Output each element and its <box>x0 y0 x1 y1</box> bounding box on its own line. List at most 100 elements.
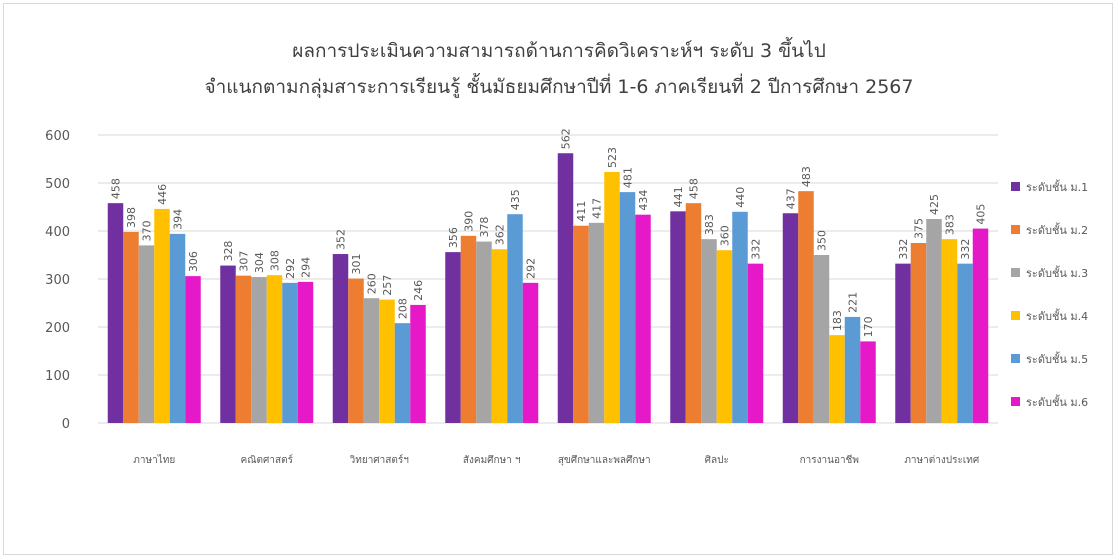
bar <box>798 191 814 423</box>
data-label: 562 <box>560 128 573 149</box>
bar <box>670 211 686 423</box>
data-label: 446 <box>156 184 169 205</box>
data-label: 356 <box>447 227 460 248</box>
legend-swatch <box>1011 354 1020 363</box>
bar <box>348 278 364 423</box>
bar <box>782 213 799 423</box>
bar <box>154 208 170 423</box>
x-tick-label: วิทยาศาสตร์ฯ <box>349 454 409 466</box>
y-tick-label: 200 <box>45 321 70 336</box>
bar <box>813 255 830 423</box>
data-label: 394 <box>172 209 185 230</box>
data-label: 383 <box>703 214 716 235</box>
data-label: 260 <box>366 273 379 294</box>
legend-swatch <box>1011 268 1020 277</box>
data-label: 437 <box>785 188 798 209</box>
bar <box>685 203 702 423</box>
bar <box>185 276 201 423</box>
chart-subtitle: จำแนกตามกลุ่มสาระการเรียนรู้ ชั้นมัธยมศึ… <box>204 76 914 98</box>
bar <box>460 235 477 423</box>
x-tick-label: ศิลปะ <box>705 455 729 466</box>
legend-swatch <box>1011 182 1020 191</box>
data-label: 425 <box>928 194 941 215</box>
legend-swatch <box>1011 397 1020 406</box>
x-tick-label: สังคมศึกษา ฯ <box>463 454 521 466</box>
data-label: 246 <box>412 280 425 301</box>
data-label: 481 <box>622 167 635 188</box>
data-label: 378 <box>478 217 491 238</box>
bar <box>910 243 927 423</box>
bar <box>379 299 395 423</box>
data-label: 434 <box>637 190 650 211</box>
bar <box>573 225 589 423</box>
bar <box>619 192 636 423</box>
data-label: 307 <box>238 251 251 272</box>
legend-label: ระดับชั้น ม.6 <box>1026 394 1088 409</box>
legend-label: ระดับชั้น ม.3 <box>1026 265 1088 280</box>
legend-swatch <box>1011 225 1020 234</box>
data-label: 523 <box>606 147 619 168</box>
data-label: 360 <box>719 225 732 246</box>
bar <box>332 254 349 423</box>
data-label: 362 <box>494 224 507 245</box>
data-label: 294 <box>300 257 313 278</box>
bar <box>123 231 139 423</box>
x-tick-label: การงานอาชีพ <box>800 454 859 466</box>
data-label: 440 <box>734 187 747 208</box>
y-tick-label: 0 <box>62 417 70 432</box>
data-label: 183 <box>831 310 844 331</box>
bar <box>895 263 911 423</box>
bar <box>394 323 411 423</box>
data-label: 375 <box>913 218 926 239</box>
data-label: 301 <box>350 254 363 275</box>
data-label: 458 <box>110 178 123 199</box>
data-label: 208 <box>397 298 410 319</box>
data-label: 417 <box>591 198 604 219</box>
bar <box>507 214 523 423</box>
data-label: 332 <box>897 239 910 260</box>
legend-swatch <box>1011 311 1020 320</box>
data-label: 170 <box>862 316 875 337</box>
bar <box>410 304 426 423</box>
data-label: 390 <box>463 211 476 232</box>
data-label: 370 <box>141 220 154 241</box>
bar <box>747 263 764 423</box>
bar <box>860 341 876 423</box>
bar <box>297 281 314 423</box>
x-tick-label: คณิตศาสตร์ <box>241 454 294 466</box>
bar <box>491 249 508 423</box>
bar <box>522 282 539 423</box>
bar <box>266 275 283 423</box>
data-label: 257 <box>381 275 394 296</box>
bar <box>732 211 748 423</box>
data-label: 332 <box>750 239 763 260</box>
bar <box>701 239 717 423</box>
bar <box>557 153 574 424</box>
bar <box>476 241 492 423</box>
bar <box>716 250 733 423</box>
data-label: 306 <box>187 251 200 272</box>
bar <box>445 252 461 423</box>
y-tick-label: 600 <box>45 129 70 144</box>
bar <box>220 265 236 423</box>
bar <box>251 277 267 423</box>
bar <box>282 282 298 423</box>
bar <box>235 275 252 423</box>
x-tick-label: สุขศึกษาและพลศึกษา <box>558 454 651 466</box>
bar <box>604 171 620 423</box>
x-tick-label: ภาษาต่างประเทศ <box>904 455 980 466</box>
y-tick-label: 500 <box>45 177 70 192</box>
data-label: 435 <box>509 189 522 210</box>
bar <box>926 219 942 423</box>
legend-label: ระดับชั้น ม.2 <box>1026 222 1088 237</box>
bar <box>138 245 155 423</box>
data-label: 405 <box>975 204 988 225</box>
bar <box>588 222 605 423</box>
data-label: 332 <box>959 239 972 260</box>
bar <box>829 335 845 423</box>
data-label: 352 <box>335 229 348 250</box>
data-label: 398 <box>125 207 138 228</box>
data-label: 383 <box>944 214 957 235</box>
data-label: 411 <box>575 201 588 222</box>
